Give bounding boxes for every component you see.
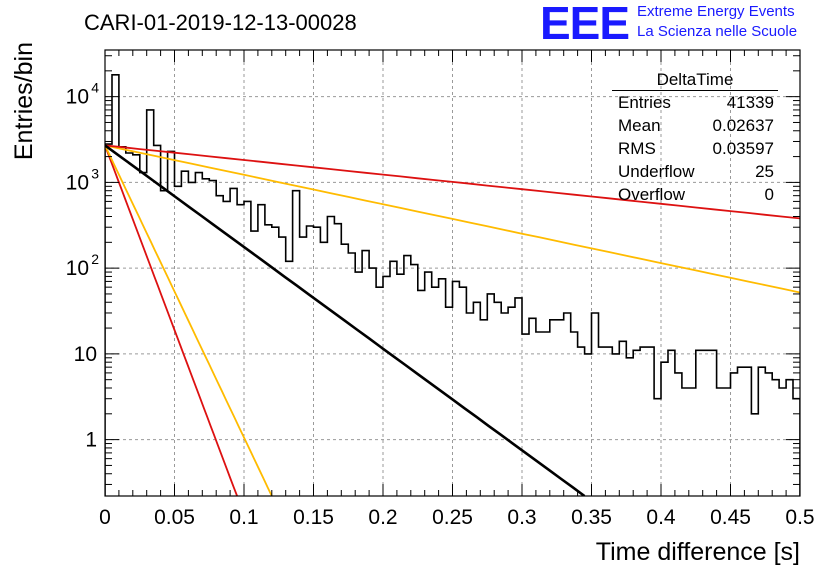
y-tick-exponent: 3 xyxy=(91,165,99,181)
x-tick-label: 0.3 xyxy=(507,506,536,529)
bound-line-orange-shallow xyxy=(105,144,800,294)
chart-title: CARI-01-2019-12-13-00028 xyxy=(84,10,357,35)
x-tick-label: 0.5 xyxy=(785,506,814,529)
stats-label: RMS xyxy=(618,139,656,158)
stats-value: 0.03597 xyxy=(712,139,774,158)
bound-line-red-steep xyxy=(105,145,238,496)
y-tick-label: 10 xyxy=(74,343,97,366)
x-tick-label: 0 xyxy=(99,506,111,529)
stats-row-mean: Mean 0.02637 xyxy=(612,114,778,137)
y-axis-title: Entries/bin xyxy=(10,42,38,160)
histogram-outline xyxy=(105,74,800,496)
x-tick-label: 0.35 xyxy=(571,506,612,529)
stats-value: 0.02637 xyxy=(712,116,774,135)
y-tick-exponent: 2 xyxy=(91,251,99,267)
y-tick-label: 10 xyxy=(66,257,89,280)
x-tick-label: 0.2 xyxy=(368,506,397,529)
y-tick-label: 1 xyxy=(85,429,97,452)
y-tick-exponent: 4 xyxy=(91,80,99,96)
x-tick-label: 0.1 xyxy=(229,506,258,529)
stats-label: Entries xyxy=(618,93,671,112)
stats-box: DeltaTime Entries 41339 Mean 0.02637 RMS… xyxy=(612,70,778,206)
stats-row-rms: RMS 0.03597 xyxy=(612,137,778,160)
x-tick-label: 0.15 xyxy=(293,506,334,529)
bound-line-orange-steep xyxy=(105,145,273,496)
y-tick-label: 10 xyxy=(66,171,89,194)
stats-value: 25 xyxy=(755,162,774,181)
x-axis-title: Time difference [s] xyxy=(596,538,800,566)
logo-line-1: Extreme Energy Events xyxy=(637,3,795,20)
stats-title: DeltaTime xyxy=(612,70,778,91)
x-tick-label: 0.25 xyxy=(432,506,473,529)
x-tick-label: 0.4 xyxy=(646,506,676,529)
fit-line xyxy=(105,144,586,496)
stats-value: 41339 xyxy=(726,93,774,112)
eee-logo: EEE xyxy=(540,0,630,49)
stats-label: Mean xyxy=(618,116,661,135)
x-tick-label: 0.05 xyxy=(154,506,195,529)
stats-row-entries: Entries 41339 xyxy=(612,91,778,114)
y-tick-label: 10 xyxy=(66,86,89,109)
bound-line-red-shallow xyxy=(105,144,800,220)
x-tick-label: 0.45 xyxy=(710,506,751,529)
logo-line-2: La Scienza nelle Scuole xyxy=(637,23,798,40)
stats-value: 0 xyxy=(764,185,774,204)
stats-label: Underflow xyxy=(618,162,695,181)
stats-row-overflow: Overflow 0 xyxy=(612,183,778,206)
stats-row-underflow: Underflow 25 xyxy=(612,160,778,183)
stats-label: Overflow xyxy=(618,185,686,204)
